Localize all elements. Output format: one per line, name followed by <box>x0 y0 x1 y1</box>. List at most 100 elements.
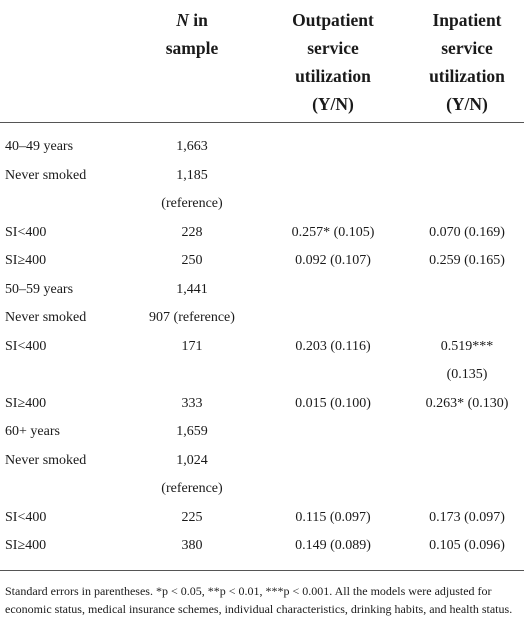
row-label: SI≥400 <box>5 247 46 276</box>
row-inpatient-text: 0.259 (0.165) <box>429 253 505 268</box>
row-outpatient-text: 0.015 (0.100) <box>295 395 371 411</box>
row-label: SI≥400 <box>5 532 46 561</box>
row-n-sample: 1,024 (reference) <box>140 447 244 504</box>
row-label: 40–49 years <box>5 133 73 162</box>
header-outpatient: Outpatient service utilization (Y/N) <box>262 6 404 118</box>
header-n-in-sample: N in sample <box>140 6 244 62</box>
row-n-sample-text: 171 <box>181 338 203 354</box>
row-label: SI<400 <box>5 219 46 248</box>
row-outpatient-text: 0.092 (0.107) <box>295 253 371 268</box>
header-inpatient-line: (Y/N) <box>446 94 488 114</box>
row-inpatient-text: 0.263* (0.130) <box>425 395 509 411</box>
header-outpatient-line: utilization <box>295 66 371 86</box>
row-n-sample-text-2: (reference) <box>161 196 223 211</box>
row-outpatient: 0.115 (0.097) <box>262 504 404 533</box>
row-n-sample-text: 1,659 <box>176 424 208 439</box>
table-row: 60+ years 1,659 <box>0 418 524 447</box>
row-label-text: SI<400 <box>5 509 47 525</box>
row-n-sample-text-2: (reference) <box>161 481 223 496</box>
header-n-text-2: sample <box>165 38 219 58</box>
table-row: 50–59 years 1,441 <box>0 276 524 305</box>
table-row: SI<400 225 0.115 (0.097) 0.173 (0.097) <box>0 504 524 533</box>
header-inpatient-line: service <box>441 38 493 58</box>
row-label-text: Never smoked <box>5 167 87 183</box>
row-outpatient: 0.257* (0.105) <box>262 219 404 248</box>
row-label-text: SI≥400 <box>5 253 47 268</box>
table-row: SI<400 171 0.203 (0.116) 0.519*** (0.135) <box>0 333 524 390</box>
row-n-sample-text: 1,024 <box>176 452 208 468</box>
row-inpatient: 0.519*** (0.135) <box>410 333 524 390</box>
table-row: Never smoked 1,024 (reference) <box>0 447 524 504</box>
header-divider <box>0 122 524 123</box>
row-n-sample: 1,663 <box>140 133 244 162</box>
row-inpatient-text: 0.519*** <box>440 338 494 354</box>
row-n-sample: 907 (reference) <box>140 304 244 333</box>
row-outpatient: 0.092 (0.107) <box>262 247 404 276</box>
row-label-text: SI≥400 <box>5 538 47 553</box>
table-header: N in sample Outpatient service utilizati… <box>0 0 524 120</box>
row-label: SI<400 <box>5 333 46 362</box>
row-outpatient: 0.203 (0.116) <box>262 333 404 362</box>
row-n-sample: 228 <box>140 219 244 248</box>
row-label-text: SI≥400 <box>5 395 47 411</box>
row-label: SI≥400 <box>5 390 46 419</box>
header-n-text: in <box>188 10 208 30</box>
row-n-sample: 380 <box>140 532 244 561</box>
row-n-sample-text: 333 <box>181 395 203 411</box>
row-inpatient: 0.173 (0.097) <box>410 504 524 533</box>
row-n-sample-text: 380 <box>181 538 203 553</box>
row-label-text: 40–49 years <box>5 139 74 154</box>
table-footnote: Standard errors in parentheses. *p < 0.0… <box>5 584 513 616</box>
footer-divider <box>0 570 524 571</box>
row-label-text: Never smoked <box>5 310 87 325</box>
row-label-text: 50–59 years <box>5 281 74 297</box>
row-outpatient: 0.149 (0.089) <box>262 532 404 561</box>
row-outpatient-text: 0.115 (0.097) <box>295 509 371 525</box>
row-inpatient-text: 0.173 (0.097) <box>429 509 505 525</box>
header-outpatient-line: service <box>307 38 359 58</box>
row-label-text: Never smoked <box>5 452 87 468</box>
row-inpatient: 0.070 (0.169) <box>410 219 524 248</box>
row-n-sample-text: 250 <box>181 253 203 268</box>
row-label: 60+ years <box>5 418 60 447</box>
header-inpatient-line: Inpatient <box>432 10 502 30</box>
row-n-sample-text: 225 <box>181 509 203 525</box>
row-n-sample: 250 <box>140 247 244 276</box>
table-row: SI≥400 380 0.149 (0.089) 0.105 (0.096) <box>0 532 524 561</box>
row-n-sample-text: 228 <box>181 224 203 240</box>
results-table: N in sample Outpatient service utilizati… <box>0 0 524 616</box>
table-row: SI<400 228 0.257* (0.105) 0.070 (0.169) <box>0 219 524 248</box>
table-row: Never smoked 907 (reference) <box>0 304 524 333</box>
table-body: 40–49 years 1,663 Never smoked 1,185 (refere… <box>0 133 524 561</box>
row-n-sample-text: 1,441 <box>176 281 208 297</box>
row-n-sample-text: 1,185 <box>176 167 208 183</box>
row-inpatient: 0.259 (0.165) <box>410 247 524 276</box>
row-label: Never smoked <box>5 162 86 191</box>
table-row: SI≥400 250 0.092 (0.107) 0.259 (0.165) <box>0 247 524 276</box>
row-n-sample: 1,659 <box>140 418 244 447</box>
row-label: Never smoked <box>5 304 86 333</box>
row-label-text: SI<400 <box>5 224 47 240</box>
row-inpatient: 0.105 (0.096) <box>410 532 524 561</box>
header-outpatient-line: Outpatient <box>292 10 374 30</box>
row-label-text: 60+ years <box>5 424 60 439</box>
row-outpatient: 0.015 (0.100) <box>262 390 404 419</box>
row-n-sample: 225 <box>140 504 244 533</box>
row-n-sample: 171 <box>140 333 244 362</box>
header-inpatient: Inpatient service utilization (Y/N) <box>410 6 524 118</box>
table-row: SI≥400 333 0.015 (0.100) 0.263* (0.130) <box>0 390 524 419</box>
row-inpatient-text: 0.070 (0.169) <box>429 224 505 240</box>
row-n-sample: 333 <box>140 390 244 419</box>
header-inpatient-line: utilization <box>429 66 505 86</box>
row-outpatient-text: 0.257* (0.105) <box>291 224 375 240</box>
header-outpatient-line: (Y/N) <box>312 94 354 114</box>
row-label: SI<400 <box>5 504 46 533</box>
row-n-sample-text: 1,663 <box>176 139 208 154</box>
row-n-sample: 1,441 <box>140 276 244 305</box>
row-n-sample: 1,185 (reference) <box>140 162 244 219</box>
row-label: 50–59 years <box>5 276 73 305</box>
row-outpatient-text: 0.149 (0.089) <box>295 538 371 553</box>
row-label: Never smoked <box>5 447 86 476</box>
row-label-text: SI<400 <box>5 338 47 354</box>
table-row: Never smoked 1,185 (reference) <box>0 162 524 219</box>
